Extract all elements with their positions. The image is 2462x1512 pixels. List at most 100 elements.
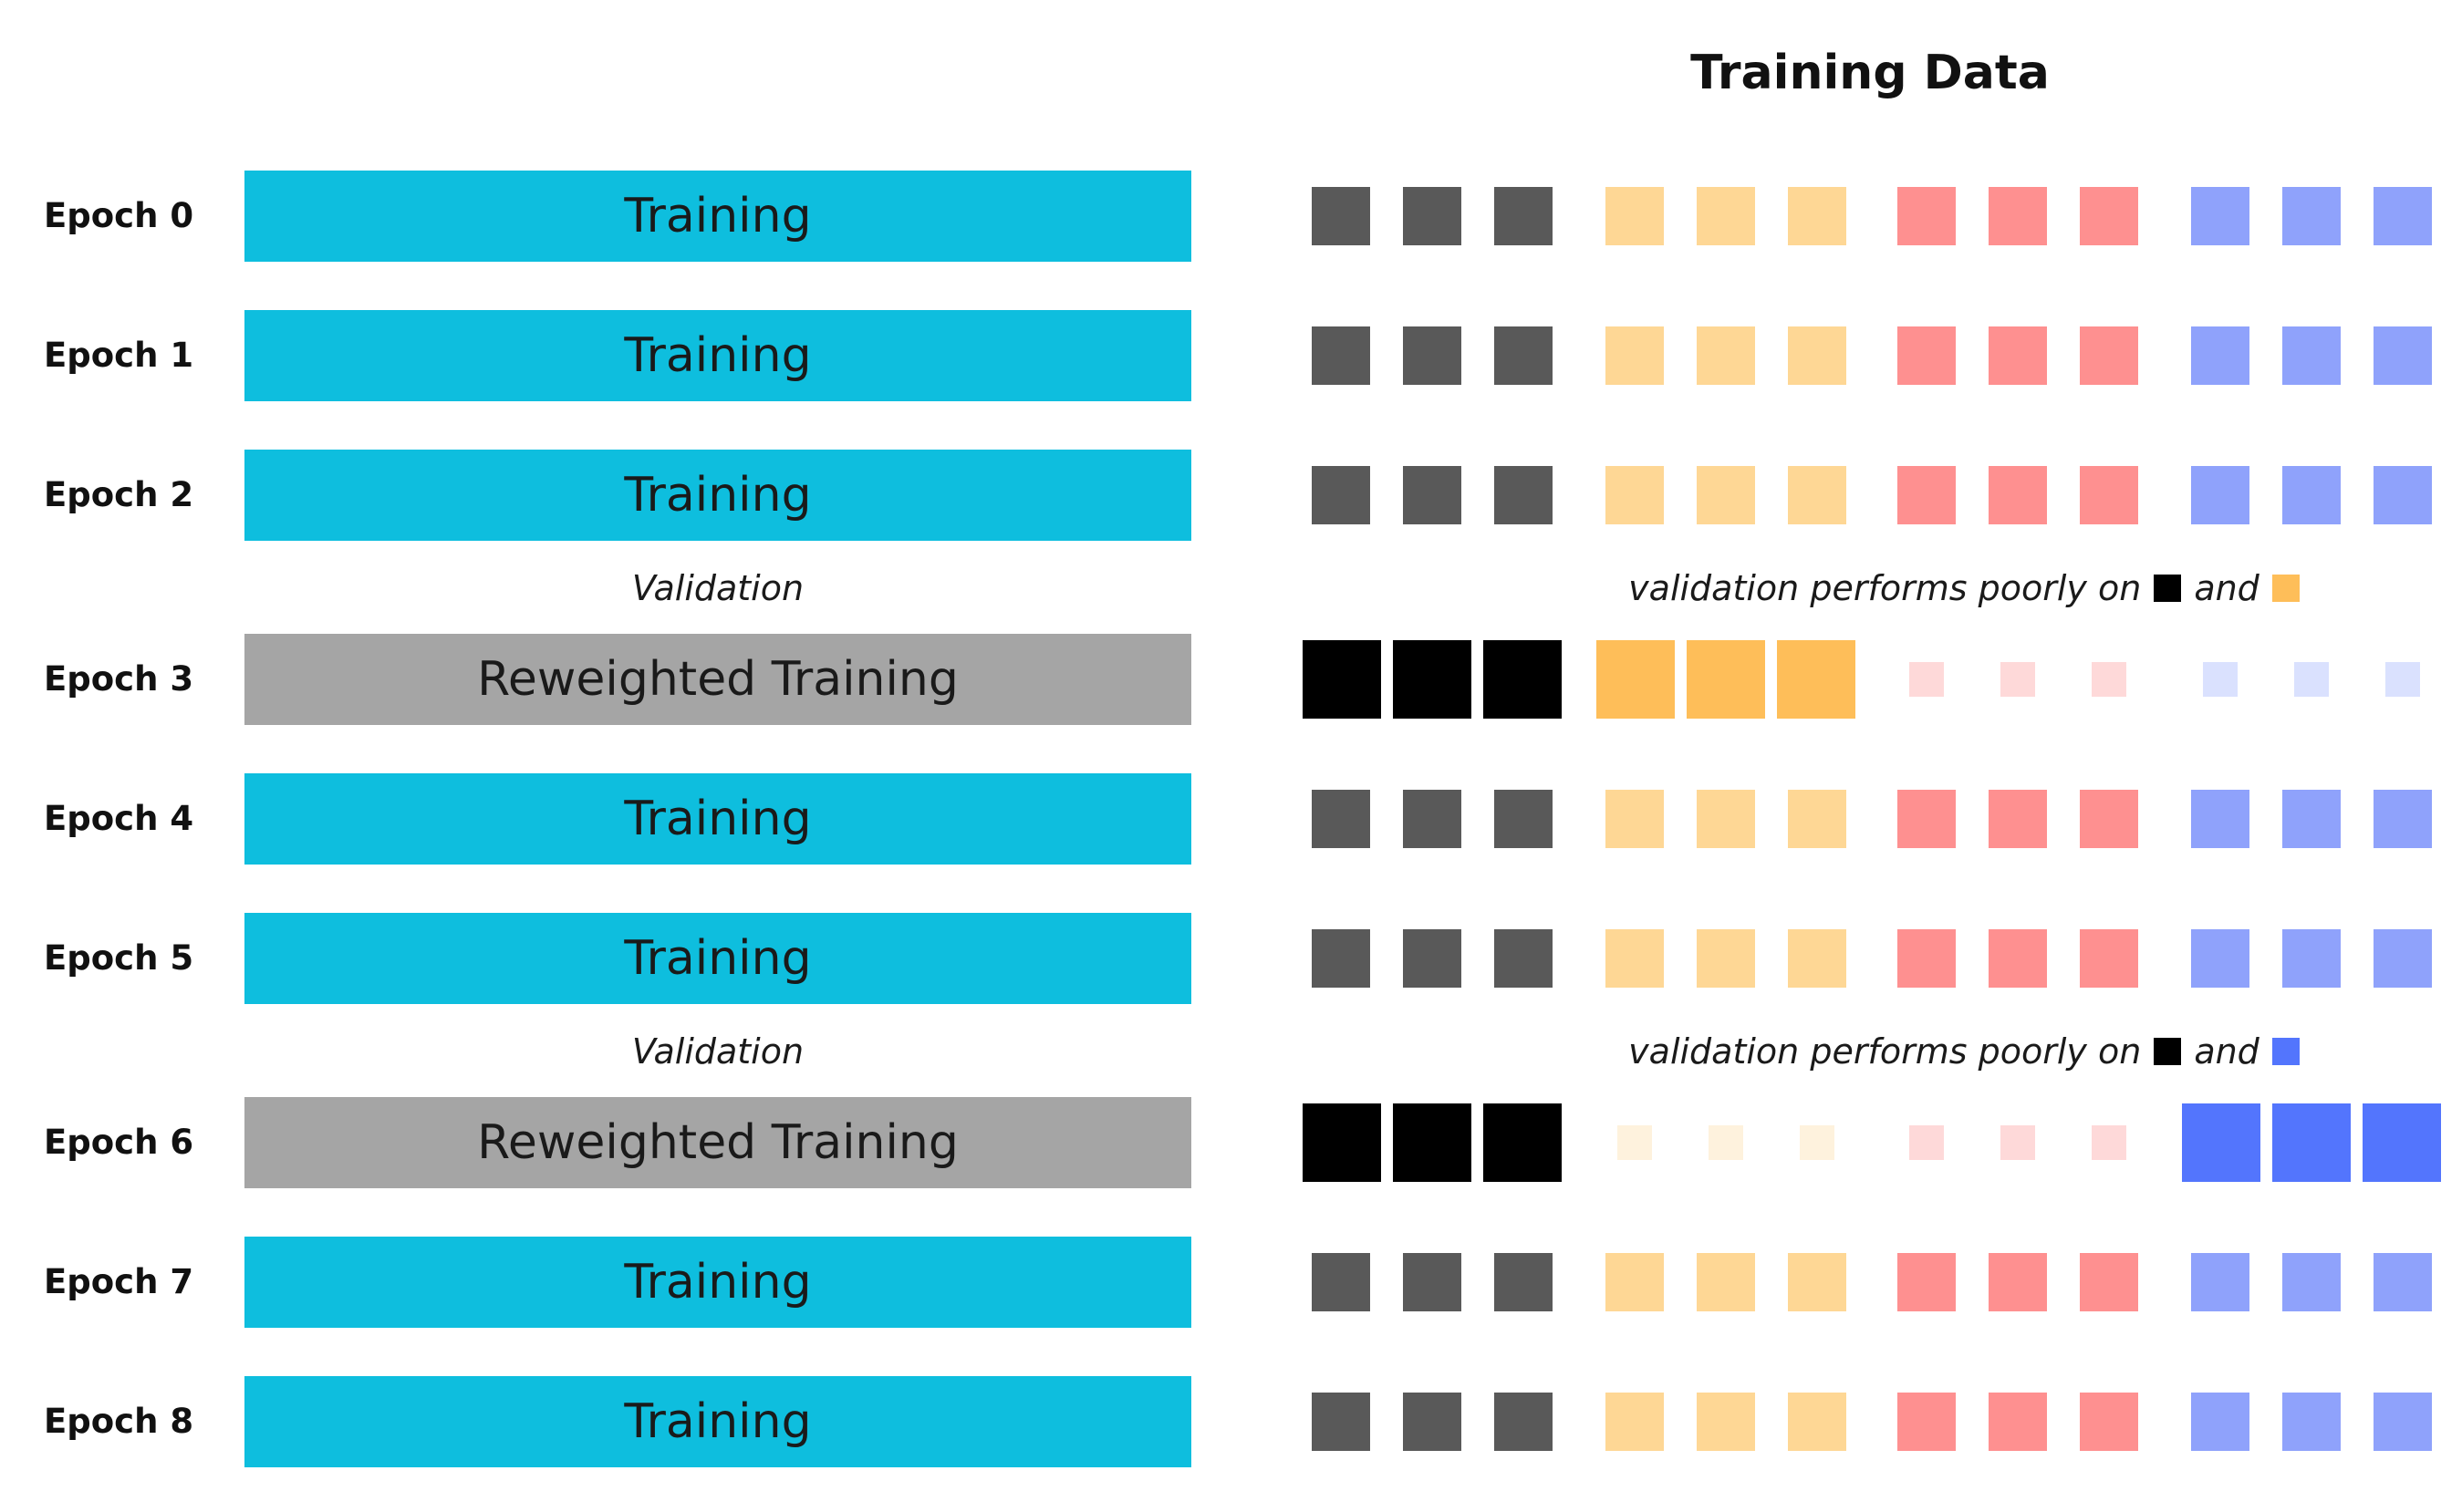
- data-sample-orange-normal: [1605, 790, 1664, 848]
- data-sample-black-normal: [1312, 929, 1370, 988]
- data-sample-black-normal: [1403, 790, 1461, 848]
- data-sample-black-normal: [1312, 187, 1370, 245]
- data-sample-black-normal: [1494, 790, 1553, 848]
- training-bar: Training: [244, 171, 1191, 262]
- data-sample-red-normal: [1989, 1253, 2047, 1311]
- data-sample-red-normal: [1989, 326, 2047, 385]
- data-sample-blue-faded: [2385, 662, 2420, 697]
- data-sample-black-normal: [1494, 1393, 1553, 1451]
- validation-note: validation performs poorly on and: [1514, 1024, 2426, 1079]
- data-sample-orange-normal: [1788, 187, 1846, 245]
- data-sample-blue-emph: [2182, 1103, 2260, 1182]
- data-sample-red-normal: [1989, 187, 2047, 245]
- validation-label: Validation: [631, 1031, 805, 1072]
- data-sample-red-normal: [1897, 466, 1956, 524]
- data-sample-black-normal: [1494, 929, 1553, 988]
- data-sample-black-normal: [1494, 466, 1553, 524]
- data-sample-blue-emph: [2272, 1103, 2351, 1182]
- data-sample-red-normal: [2080, 929, 2138, 988]
- epoch-label: Epoch 2: [44, 475, 194, 514]
- data-sample-orange-emph: [1596, 640, 1675, 719]
- validation-note-conjunction: and: [2194, 568, 2259, 608]
- data-sample-blue-normal: [2191, 929, 2249, 988]
- data-sample-red-normal: [2080, 187, 2138, 245]
- data-sample-orange-normal: [1697, 187, 1755, 245]
- data-sample-red-normal: [1989, 1393, 2047, 1451]
- epoch-label: Epoch 3: [44, 659, 194, 699]
- data-sample-red-normal: [2080, 1393, 2138, 1451]
- data-sample-blue-normal: [2374, 326, 2432, 385]
- data-sample-black-normal: [1403, 326, 1461, 385]
- data-sample-orange-normal: [1697, 929, 1755, 988]
- data-sample-black-normal: [1312, 326, 1370, 385]
- data-sample-blue-normal: [2282, 790, 2341, 848]
- data-sample-orange-normal: [1788, 326, 1846, 385]
- validation-label: Validation: [631, 568, 805, 608]
- data-sample-orange-normal: [1788, 1393, 1846, 1451]
- data-sample-orange-normal: [1697, 466, 1755, 524]
- data-sample-orange-normal: [1605, 929, 1664, 988]
- group-swatch-black: [2154, 1038, 2182, 1065]
- data-sample-orange-normal: [1697, 326, 1755, 385]
- data-sample-orange-normal: [1605, 187, 1664, 245]
- data-sample-blue-normal: [2191, 1253, 2249, 1311]
- data-sample-orange-normal: [1788, 1253, 1846, 1311]
- data-sample-blue-faded: [2203, 662, 2238, 697]
- data-sample-orange-normal: [1788, 466, 1846, 524]
- validation-note-conjunction: and: [2194, 1031, 2259, 1072]
- reweighted-training-bar: Reweighted Training: [244, 634, 1191, 725]
- data-sample-red-faded: [2092, 1125, 2126, 1160]
- validation-note-text: validation performs poorly on: [1628, 568, 2142, 608]
- data-sample-orange-normal: [1605, 466, 1664, 524]
- epoch-label: Epoch 4: [44, 799, 194, 838]
- data-sample-orange-faded: [1800, 1125, 1834, 1160]
- data-sample-black-normal: [1494, 326, 1553, 385]
- group-swatch-black: [2154, 575, 2182, 602]
- data-sample-orange-faded: [1709, 1125, 1743, 1160]
- data-sample-blue-normal: [2191, 466, 2249, 524]
- data-sample-blue-normal: [2374, 187, 2432, 245]
- data-sample-blue-normal: [2374, 1393, 2432, 1451]
- data-sample-orange-normal: [1697, 790, 1755, 848]
- data-sample-black-emph: [1393, 640, 1471, 719]
- data-sample-orange-normal: [1788, 929, 1846, 988]
- data-sample-red-normal: [2080, 326, 2138, 385]
- data-sample-orange-emph: [1687, 640, 1765, 719]
- data-sample-orange-normal: [1697, 1253, 1755, 1311]
- data-sample-black-emph: [1483, 640, 1562, 719]
- training-bar: Training: [244, 310, 1191, 401]
- data-sample-blue-normal: [2374, 790, 2432, 848]
- data-sample-orange-normal: [1697, 1393, 1755, 1451]
- data-sample-blue-normal: [2282, 187, 2341, 245]
- data-sample-black-normal: [1494, 187, 1553, 245]
- data-sample-red-faded: [2092, 662, 2126, 697]
- data-sample-orange-normal: [1605, 1253, 1664, 1311]
- data-sample-black-normal: [1312, 1393, 1370, 1451]
- data-sample-blue-normal: [2191, 790, 2249, 848]
- data-sample-orange-normal: [1605, 326, 1664, 385]
- data-sample-orange-normal: [1605, 1393, 1664, 1451]
- data-sample-blue-normal: [2374, 466, 2432, 524]
- data-sample-blue-normal: [2191, 1393, 2249, 1451]
- data-sample-red-normal: [1897, 1393, 1956, 1451]
- data-sample-red-normal: [1989, 466, 2047, 524]
- data-sample-black-emph: [1303, 640, 1381, 719]
- epoch-label: Epoch 6: [44, 1123, 194, 1162]
- training-bar: Training: [244, 773, 1191, 865]
- data-sample-black-emph: [1393, 1103, 1471, 1182]
- data-sample-black-emph: [1483, 1103, 1562, 1182]
- epoch-label: Epoch 0: [44, 196, 194, 235]
- data-sample-black-normal: [1403, 187, 1461, 245]
- data-sample-blue-normal: [2282, 1393, 2341, 1451]
- data-sample-blue-normal: [2374, 1253, 2432, 1311]
- training-bar: Training: [244, 1237, 1191, 1328]
- training-bar: Training: [244, 913, 1191, 1004]
- data-sample-blue-faded: [2294, 662, 2329, 697]
- data-sample-blue-normal: [2191, 187, 2249, 245]
- data-sample-black-normal: [1403, 466, 1461, 524]
- data-sample-red-normal: [1897, 790, 1956, 848]
- validation-note-text: validation performs poorly on: [1628, 1031, 2142, 1072]
- data-sample-red-normal: [1897, 326, 1956, 385]
- data-sample-orange-normal: [1788, 790, 1846, 848]
